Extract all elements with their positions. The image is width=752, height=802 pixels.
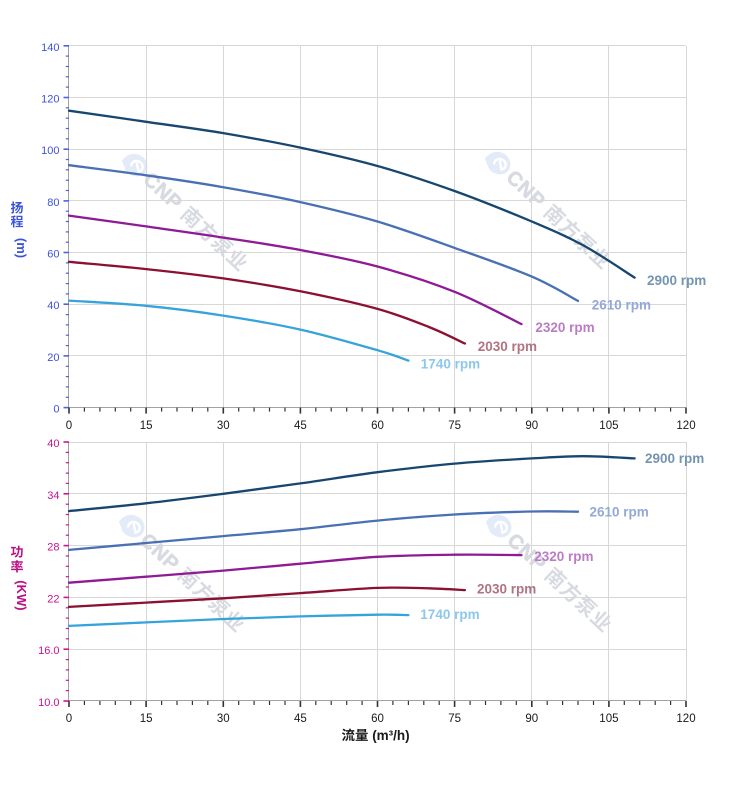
svg-text:10.0: 10.0 [38,697,59,709]
svg-text:90: 90 [525,713,538,725]
svg-text:140: 140 [41,42,59,54]
svg-text:75: 75 [448,713,461,725]
svg-text:60: 60 [371,713,384,725]
svg-text:34: 34 [47,490,59,502]
svg-text:15: 15 [140,420,153,432]
svg-text:30: 30 [217,420,230,432]
svg-text:2900 rpm: 2900 rpm [647,273,706,288]
svg-text:120: 120 [41,94,59,106]
svg-text:40: 40 [47,438,59,450]
svg-text:45: 45 [294,713,307,725]
svg-text:80: 80 [47,197,59,209]
svg-text:1740 rpm: 1740 rpm [421,357,480,372]
svg-text:(m): (m) [14,238,29,258]
svg-text:30: 30 [217,713,230,725]
svg-text:90: 90 [525,420,538,432]
svg-text:20: 20 [47,352,59,364]
svg-text:120: 120 [676,713,695,725]
svg-text:(m³/h): (m³/h) [372,728,410,743]
svg-text:105: 105 [599,713,618,725]
svg-text:0: 0 [66,713,72,725]
svg-text:2610 rpm: 2610 rpm [590,505,649,520]
svg-text:105: 105 [599,420,618,432]
svg-text:60: 60 [47,249,59,261]
svg-text:0: 0 [53,404,59,416]
svg-text:2030 rpm: 2030 rpm [477,582,536,597]
svg-text:2610 rpm: 2610 rpm [592,298,651,313]
svg-text:2320 rpm: 2320 rpm [535,320,594,335]
svg-text:120: 120 [676,420,695,432]
svg-text:2320 rpm: 2320 rpm [534,549,593,564]
svg-text:(KW): (KW) [14,580,29,610]
svg-text:15: 15 [140,713,153,725]
svg-text:1740 rpm: 1740 rpm [420,607,479,622]
svg-text:40: 40 [47,300,59,312]
svg-text:2030 rpm: 2030 rpm [478,339,537,354]
svg-text:16.0: 16.0 [38,645,59,657]
svg-text:100: 100 [41,145,59,157]
svg-text:28: 28 [47,542,59,554]
svg-text:0: 0 [66,420,72,432]
svg-text:2900 rpm: 2900 rpm [645,451,704,466]
svg-text:60: 60 [371,420,384,432]
svg-text:22: 22 [47,593,59,605]
svg-text:45: 45 [294,420,307,432]
svg-text:75: 75 [448,420,461,432]
